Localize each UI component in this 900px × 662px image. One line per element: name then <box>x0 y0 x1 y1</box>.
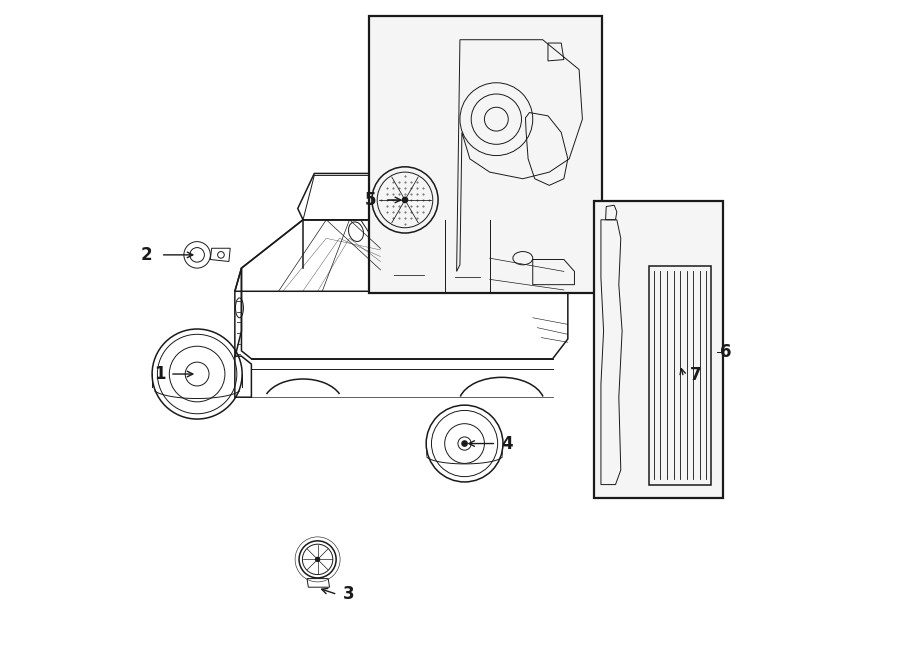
Text: 5: 5 <box>364 191 376 209</box>
Text: 2: 2 <box>140 246 152 264</box>
Text: 1: 1 <box>154 365 166 383</box>
Circle shape <box>462 441 467 446</box>
Text: 3: 3 <box>343 585 355 604</box>
Bar <box>594 201 724 498</box>
Circle shape <box>402 197 408 203</box>
Bar <box>649 266 712 485</box>
Text: 7: 7 <box>690 366 702 385</box>
Text: 4: 4 <box>501 434 513 453</box>
Circle shape <box>316 557 320 561</box>
Text: 6: 6 <box>720 343 732 361</box>
Bar <box>369 16 602 293</box>
